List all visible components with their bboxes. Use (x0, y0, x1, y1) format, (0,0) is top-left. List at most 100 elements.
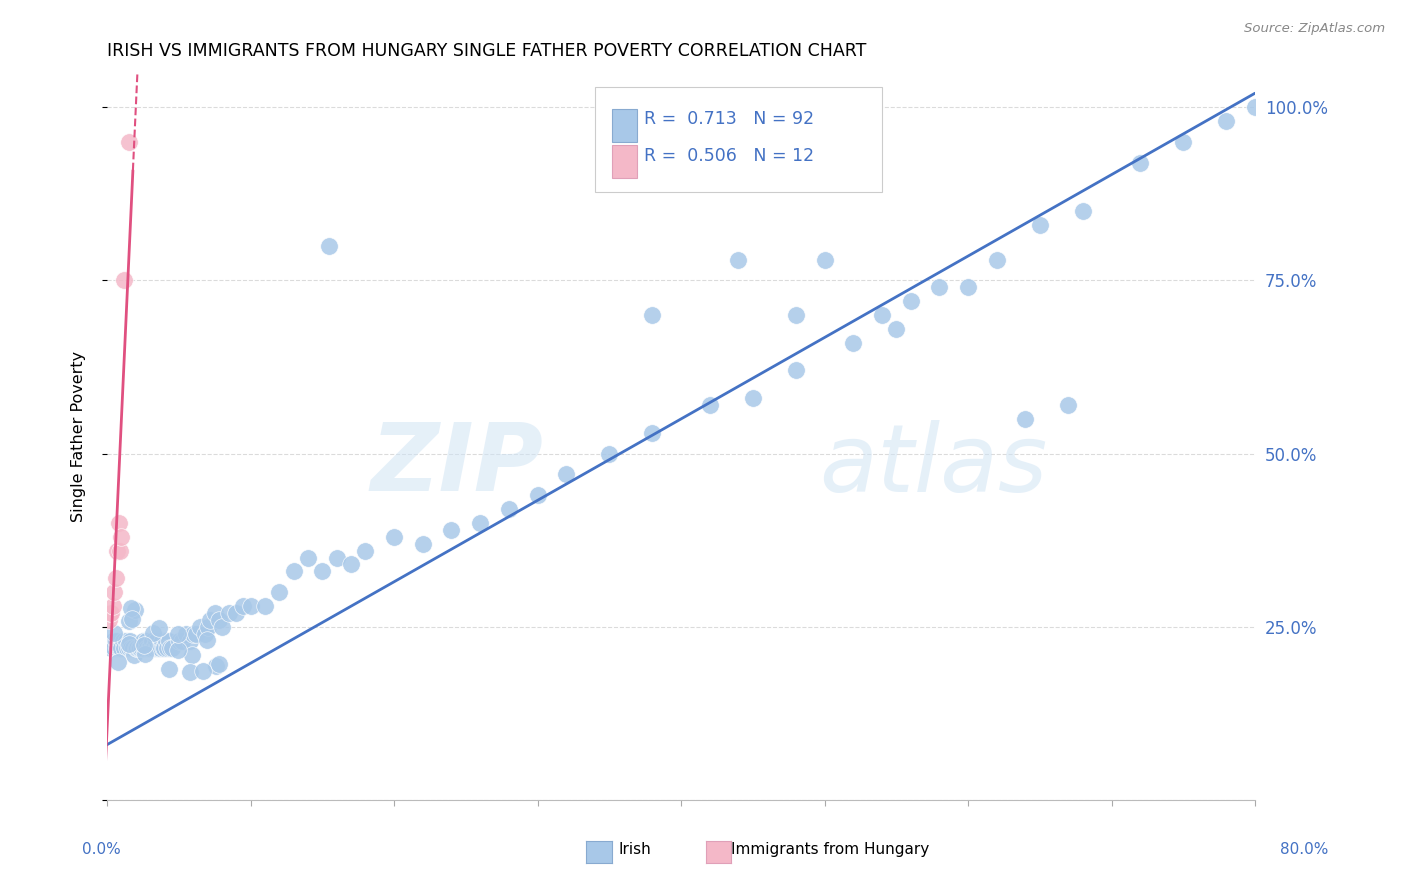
Point (197, 620, 219, 634)
Point (100, 640, 122, 655)
Text: R =  0.713   N = 92: R = 0.713 N = 92 (644, 111, 814, 128)
Point (884, 322, 907, 336)
Point (108, 640, 131, 655)
Point (134, 647, 156, 661)
Point (1173, 135, 1195, 149)
Text: ZIP: ZIP (370, 419, 543, 511)
Point (174, 626, 197, 640)
Point (155, 633, 177, 648)
Y-axis label: Single Father Poverty: Single Father Poverty (72, 351, 86, 522)
Point (440, 523, 463, 537)
Point (179, 665, 201, 680)
Point (98, 606, 121, 620)
Point (132, 633, 155, 648)
Point (598, 446, 620, 460)
Point (239, 599, 262, 613)
Point (118, 633, 141, 648)
Point (194, 626, 217, 640)
Point (117, 614, 139, 628)
Point (166, 643, 188, 657)
Point (107, 640, 129, 655)
Point (208, 613, 231, 627)
Point (1029, 218, 1052, 232)
Point (297, 550, 319, 565)
Point (218, 606, 240, 620)
Point (135, 633, 157, 648)
Point (318, 238, 340, 252)
Text: 80.0%: 80.0% (1281, 842, 1329, 856)
Point (145, 633, 167, 648)
Point (1215, 114, 1237, 128)
Point (184, 626, 207, 640)
Point (195, 632, 218, 647)
Text: Immigrants from Hungary: Immigrants from Hungary (731, 842, 929, 856)
FancyBboxPatch shape (612, 145, 637, 178)
Point (127, 640, 149, 655)
Point (225, 606, 247, 620)
Point (111, 633, 134, 648)
Point (108, 543, 131, 558)
Point (741, 391, 763, 405)
Point (107, 516, 129, 530)
Point (143, 640, 166, 655)
Point (354, 543, 377, 558)
Point (727, 252, 749, 267)
Point (153, 640, 176, 655)
Point (156, 640, 179, 655)
Point (179, 633, 201, 648)
Point (311, 565, 333, 579)
Point (125, 640, 148, 655)
Point (142, 626, 165, 640)
Point (150, 633, 173, 648)
Point (128, 640, 150, 655)
Point (121, 601, 143, 615)
Point (97, 613, 120, 627)
Point (131, 640, 153, 655)
Point (842, 335, 865, 350)
Point (785, 363, 807, 377)
Text: Irish: Irish (619, 842, 651, 856)
Point (101, 633, 124, 648)
FancyBboxPatch shape (595, 87, 882, 193)
Point (269, 585, 291, 599)
Point (117, 640, 139, 655)
Point (141, 633, 163, 648)
Point (159, 640, 181, 655)
Point (870, 308, 893, 322)
Point (1014, 412, 1036, 426)
Point (340, 558, 363, 572)
Point (105, 640, 128, 655)
Point (193, 664, 215, 678)
Point (139, 640, 162, 655)
Point (498, 502, 520, 516)
Point (157, 662, 180, 676)
Point (205, 658, 228, 673)
Text: IRISH VS IMMIGRANTS FROM HUNGARY SINGLE FATHER POVERTY CORRELATION CHART: IRISH VS IMMIGRANTS FROM HUNGARY SINGLE … (107, 42, 866, 60)
Point (283, 565, 305, 579)
Point (1057, 398, 1080, 412)
Point (699, 398, 721, 412)
Point (641, 425, 664, 440)
Point (107, 655, 129, 669)
Point (785, 308, 807, 322)
Point (124, 648, 146, 662)
Point (325, 550, 347, 565)
Point (207, 657, 229, 671)
Point (1129, 155, 1152, 169)
Point (382, 530, 405, 544)
Point (121, 612, 143, 626)
Point (100, 606, 122, 620)
Point (986, 252, 1008, 267)
Point (132, 638, 155, 652)
Point (200, 613, 222, 627)
Point (103, 640, 125, 655)
Point (103, 585, 125, 599)
Point (138, 640, 160, 655)
Point (253, 599, 276, 613)
FancyBboxPatch shape (612, 109, 637, 142)
Point (188, 620, 211, 634)
Point (115, 640, 138, 655)
Point (117, 135, 139, 149)
Point (900, 294, 922, 309)
Text: atlas: atlas (818, 420, 1047, 511)
